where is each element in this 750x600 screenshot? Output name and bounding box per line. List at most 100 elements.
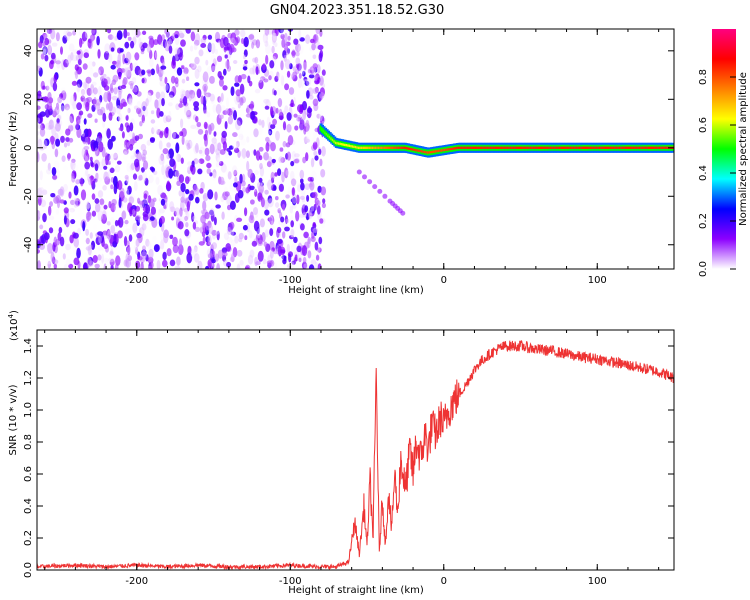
spectrogram-noise-cell xyxy=(265,141,270,152)
spectrogram-track-core xyxy=(572,146,576,149)
spectrogram-noise-cell xyxy=(198,158,205,164)
spectrogram-noise-cell xyxy=(320,168,326,178)
spectrogram-track-core xyxy=(433,150,436,153)
spectrogram-noise-cell xyxy=(307,130,311,139)
spectrogram-noise-cell xyxy=(229,111,233,118)
spectrogram-noise-cell xyxy=(167,111,172,119)
spectrogram-noise-cell xyxy=(274,172,278,177)
spectrogram-noise-cell xyxy=(106,103,110,111)
spectrogram-noise-cell xyxy=(110,224,115,234)
colorbar-tick-label: 0.0 xyxy=(698,261,709,277)
spectrogram-noise-cell xyxy=(113,140,117,149)
spectrogram-noise-cell xyxy=(205,92,212,98)
spectrogram-noise-cell xyxy=(119,48,124,53)
spectrogram-noise-cell xyxy=(220,105,226,112)
spectrogram-noise-cell xyxy=(104,235,111,244)
spectrogram-noise-cell xyxy=(321,29,326,39)
spectrogram-noise-cell xyxy=(140,50,145,55)
spectrogram-noise-cell xyxy=(162,251,167,261)
spectrogram-track-core xyxy=(405,146,409,150)
spectrogram-noise-cell xyxy=(153,50,158,61)
spectrogram-noise-cell xyxy=(216,230,220,241)
spectrogram-noise-cell xyxy=(282,140,287,148)
spectrogram-secondary-cell xyxy=(367,179,373,185)
spectrogram-noise-cell xyxy=(257,77,263,83)
spectrogram-noise-cell xyxy=(91,29,96,35)
spectrogram-noise-cell xyxy=(55,138,61,147)
spectrogram-noise-cell xyxy=(304,205,309,213)
spectrogram-noise-cell xyxy=(110,184,114,190)
spectrogram-noise-cell xyxy=(221,130,227,138)
spectrogram-noise-cell xyxy=(72,54,78,62)
spectrogram-noise-cell xyxy=(280,33,285,40)
colorbar-tick-label: 0.4 xyxy=(698,165,709,181)
spectrogram-noise-cell xyxy=(212,169,217,179)
spectrogram-noise-cell xyxy=(275,130,280,141)
spectrogram-noise-cell xyxy=(128,96,133,106)
spectrogram-noise-cell xyxy=(177,221,184,230)
spectrogram-noise-cell xyxy=(134,239,140,247)
spectrogram-noise-cell xyxy=(276,226,282,234)
spectrogram-noise-cell xyxy=(281,171,285,183)
spectrogram-noise-cell xyxy=(251,41,255,49)
spectrogram-noise-cell xyxy=(250,199,255,205)
spectrogram-noise-cell xyxy=(123,105,129,117)
spectrogram-noise-cell xyxy=(212,104,217,113)
spectrogram-noise-cell xyxy=(84,136,89,145)
x-tick-label: 0 xyxy=(441,275,447,286)
spectrogram-noise-cell xyxy=(278,156,284,164)
spectrogram-noise-cell xyxy=(134,158,140,168)
spectrogram-noise-cell xyxy=(150,110,155,115)
spectrogram-noise-cell xyxy=(322,198,326,204)
spectrogram-noise-cell xyxy=(139,255,145,264)
spectrogram-noise-cell xyxy=(128,234,133,242)
spectrogram-noise-cell xyxy=(266,161,272,168)
spectrogram-noise-cell xyxy=(37,137,42,143)
spectrogram-noise-cell xyxy=(229,229,235,236)
snr-axes: -200 -100 0 100 0.0 0.2 0.4 0.6 0.8 1.0 1.2 1.4 xyxy=(23,330,674,587)
spectrogram-noise-cell xyxy=(202,193,209,202)
spectrogram-noise-cell xyxy=(268,128,273,136)
spectrogram-noise-cell xyxy=(193,43,198,51)
spectrogram-noise-cell xyxy=(285,194,290,199)
spectrogram-noise-cell xyxy=(230,32,237,44)
spectrogram-noise-cell xyxy=(275,196,279,201)
spectrogram-noise-cell xyxy=(277,97,283,108)
spectrogram-noise-cell xyxy=(63,215,67,225)
spectrogram-noise-cell xyxy=(169,201,175,212)
spectrogram-track-core xyxy=(577,146,581,149)
spectrogram-noise-cell xyxy=(85,203,91,209)
spectrogram-noise-cell xyxy=(215,152,220,163)
spectrogram-noise-cell xyxy=(301,245,308,257)
spectrogram-noise-cell xyxy=(209,209,214,216)
spectrogram-noise-cell xyxy=(179,207,183,217)
spectrogram-noise-cell xyxy=(138,174,143,181)
spectrogram-noise-cell xyxy=(190,124,197,129)
spectrogram-noise-cell xyxy=(317,247,322,253)
spectrogram-noise-cell xyxy=(110,249,114,255)
spectrogram-noise-cell xyxy=(142,171,147,182)
spectrogram-noise-cell xyxy=(123,236,128,247)
spectrogram-noise-cell xyxy=(236,263,241,269)
spectrogram-noise-cell xyxy=(90,174,94,186)
spectrogram-noise-cell xyxy=(180,157,184,164)
spectrogram-noise-cell xyxy=(122,197,128,203)
spectrogram-noise-cell xyxy=(294,254,298,262)
spectrogram-noise-cell xyxy=(83,171,88,181)
spectrogram-noise-cell xyxy=(161,164,166,176)
spectrogram-noise-cell xyxy=(160,198,166,206)
spectrogram-noise-cell xyxy=(51,42,58,47)
spectrogram-noise-cell xyxy=(194,56,200,65)
spectrogram-noise-cell xyxy=(200,43,207,48)
spectrogram-noise-cell xyxy=(166,248,172,257)
spectrogram-noise-cell xyxy=(215,204,221,209)
spectrogram-noise-cell xyxy=(277,205,282,211)
spectrogram-noise-cell xyxy=(176,67,183,76)
spectrogram-noise-cell xyxy=(46,243,53,248)
spectrogram-noise-cell xyxy=(205,222,210,231)
spectrogram-noise-cell xyxy=(293,96,297,108)
spectrogram-noise-cell xyxy=(77,209,83,217)
spectrogram-noise-cell xyxy=(248,230,253,239)
spectrogram-noise-cell xyxy=(170,75,176,84)
spectrogram-track-core xyxy=(591,146,595,149)
